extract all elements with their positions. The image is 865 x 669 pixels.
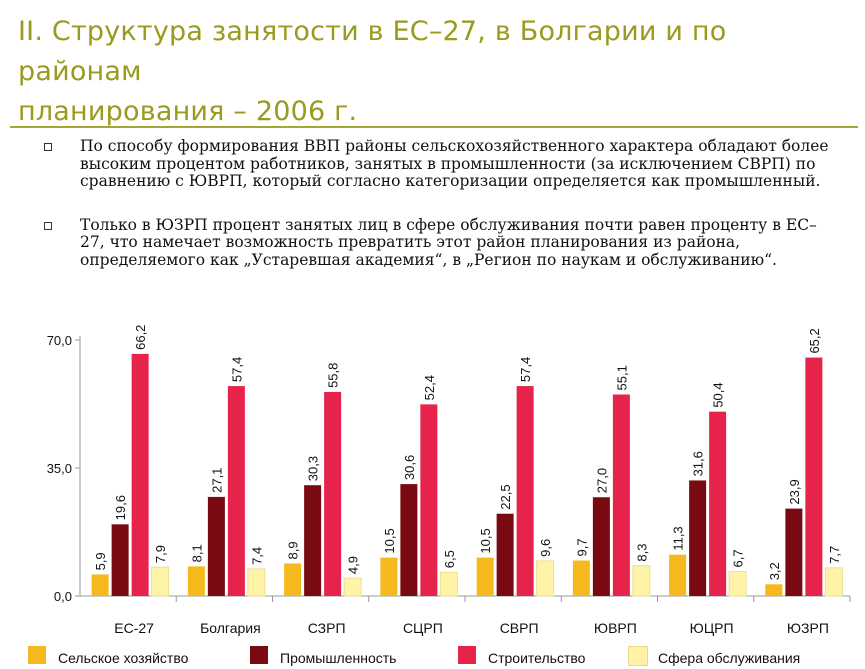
bar-value-label: 9,7 [574,538,589,556]
bar-4 [728,570,747,597]
bar-1 [91,574,109,596]
bar-value-label: 10,5 [382,528,397,553]
bar-value-label: 30,3 [306,456,321,481]
legend-swatch-services [628,646,648,666]
bar-2 [111,524,129,596]
page-title-line-1: II. Структура занятости в ЕС–27, в Болга… [18,16,727,87]
x-tick-label: СЗРП [308,620,346,636]
bar-1 [380,557,398,596]
page-title-line-2: планирования – 2006 г. [18,96,358,127]
bar-value-label: 7,4 [249,547,264,565]
x-tick-label: Болгария [200,620,261,636]
legend-label-industry: Промышленность [280,650,397,666]
bullet-item: Только в ЮЗРП процент занятых лиц в сфер… [40,215,840,270]
bar-1 [572,560,590,596]
bar-2 [496,513,514,596]
bar-value-label: 6,7 [731,549,746,567]
bar-value-label: 55,8 [326,363,341,388]
bar-value-label: 55,1 [614,365,629,390]
title-divider [10,126,858,128]
bar-value-label: 27,0 [594,468,609,493]
bullet-list: По способу формирования ВВП районы сельс… [40,137,840,295]
bar-4 [151,566,170,597]
bar-2 [304,485,322,596]
x-tick-label: ЮВРП [594,620,637,636]
bar-value-label: 30,6 [402,455,417,480]
bar-1 [284,563,302,596]
legend-swatch-construction [458,646,476,664]
bar-4 [824,567,843,597]
bar-2 [592,497,610,596]
legend-label-services: Сфера обслуживания [658,650,801,666]
bullet-item: По способу формирования ВВП районы сельс… [40,137,840,191]
bar-value-label: 52,4 [422,375,437,400]
bar-value-label: 7,9 [153,545,168,563]
bar-3 [420,404,438,596]
bar-value-label: 4,9 [346,556,361,574]
bar-4 [536,560,555,597]
bar-value-label: 19,6 [113,495,128,520]
bar-value-label: 7,7 [827,546,842,564]
bar-value-label: 3,2 [767,562,782,580]
x-tick-label: ЮЦРП [690,620,734,636]
bar-2 [400,484,418,596]
bar-value-label: 50,4 [711,382,726,407]
y-tick-label: 70,0 [47,333,72,348]
bar-value-label: 6,5 [442,550,457,568]
square-bullet-icon [44,221,52,230]
y-tick-label: 0,0 [54,589,72,604]
bar-value-label: 27,1 [209,468,224,493]
legend-label-agriculture: Сельское хозяйство [58,650,189,666]
square-bullet-icon [44,143,52,151]
x-tick-label: ЮЗРП [787,620,829,636]
bar-value-label: 31,6 [691,451,706,476]
bar-3 [612,394,630,596]
bar-value-label: 8,9 [286,541,301,559]
legend-label-construction: Строительство [488,650,586,666]
bar-value-label: 9,6 [538,539,553,557]
x-tick-label: ЕС-27 [114,620,154,636]
bar-value-label: 65,2 [807,328,822,353]
bar-4 [632,565,651,597]
bar-value-label: 11,3 [671,526,686,550]
y-tick-label: 35,0 [47,461,72,476]
bar-value-label: 57,4 [518,357,533,382]
bar-1 [476,557,494,596]
bar-value-label: 66,2 [133,325,148,350]
bar-1 [187,566,205,596]
bar-3 [516,386,534,596]
bar-1 [669,554,687,596]
page-title: II. Структура занятости в ЕС–27, в Болга… [18,12,858,132]
bar-value-label: 8,1 [189,544,204,562]
chart-legend: Сельское хозяйство Промышленность Строит… [28,644,858,668]
bar-1 [765,584,783,596]
bar-3 [131,353,149,596]
bar-4 [247,568,266,597]
bullet-text: Только в ЮЗРП процент занятых лиц в сфер… [80,215,817,269]
employment-bar-chart: 0,0 35,0 70,0 ЕС-27 5,9 19,6 66,2 7,9 Болгария 8,… [47,325,851,636]
legend-swatch-industry [250,646,268,664]
bar-2 [207,496,225,596]
x-tick-label: СВРП [500,620,539,636]
bullet-text: По способу формирования ВВП районы сельс… [80,137,829,190]
bar-2 [785,508,803,596]
legend-swatch-agriculture [28,646,46,664]
bar-value-label: 10,5 [478,528,493,553]
bar-value-label: 57,4 [229,357,244,382]
bar-3 [805,357,823,596]
bar-4 [343,577,362,597]
bar-value-label: 23,9 [787,479,802,504]
bar-4 [439,571,458,597]
bar-value-label: 5,9 [93,552,108,570]
bar-3 [324,391,342,596]
bar-2 [689,480,707,596]
bar-3 [709,411,727,596]
bar-value-label: 8,3 [634,544,649,562]
bar-3 [227,386,245,596]
x-tick-label: СЦРП [403,620,443,636]
bar-value-label: 22,5 [498,484,513,509]
